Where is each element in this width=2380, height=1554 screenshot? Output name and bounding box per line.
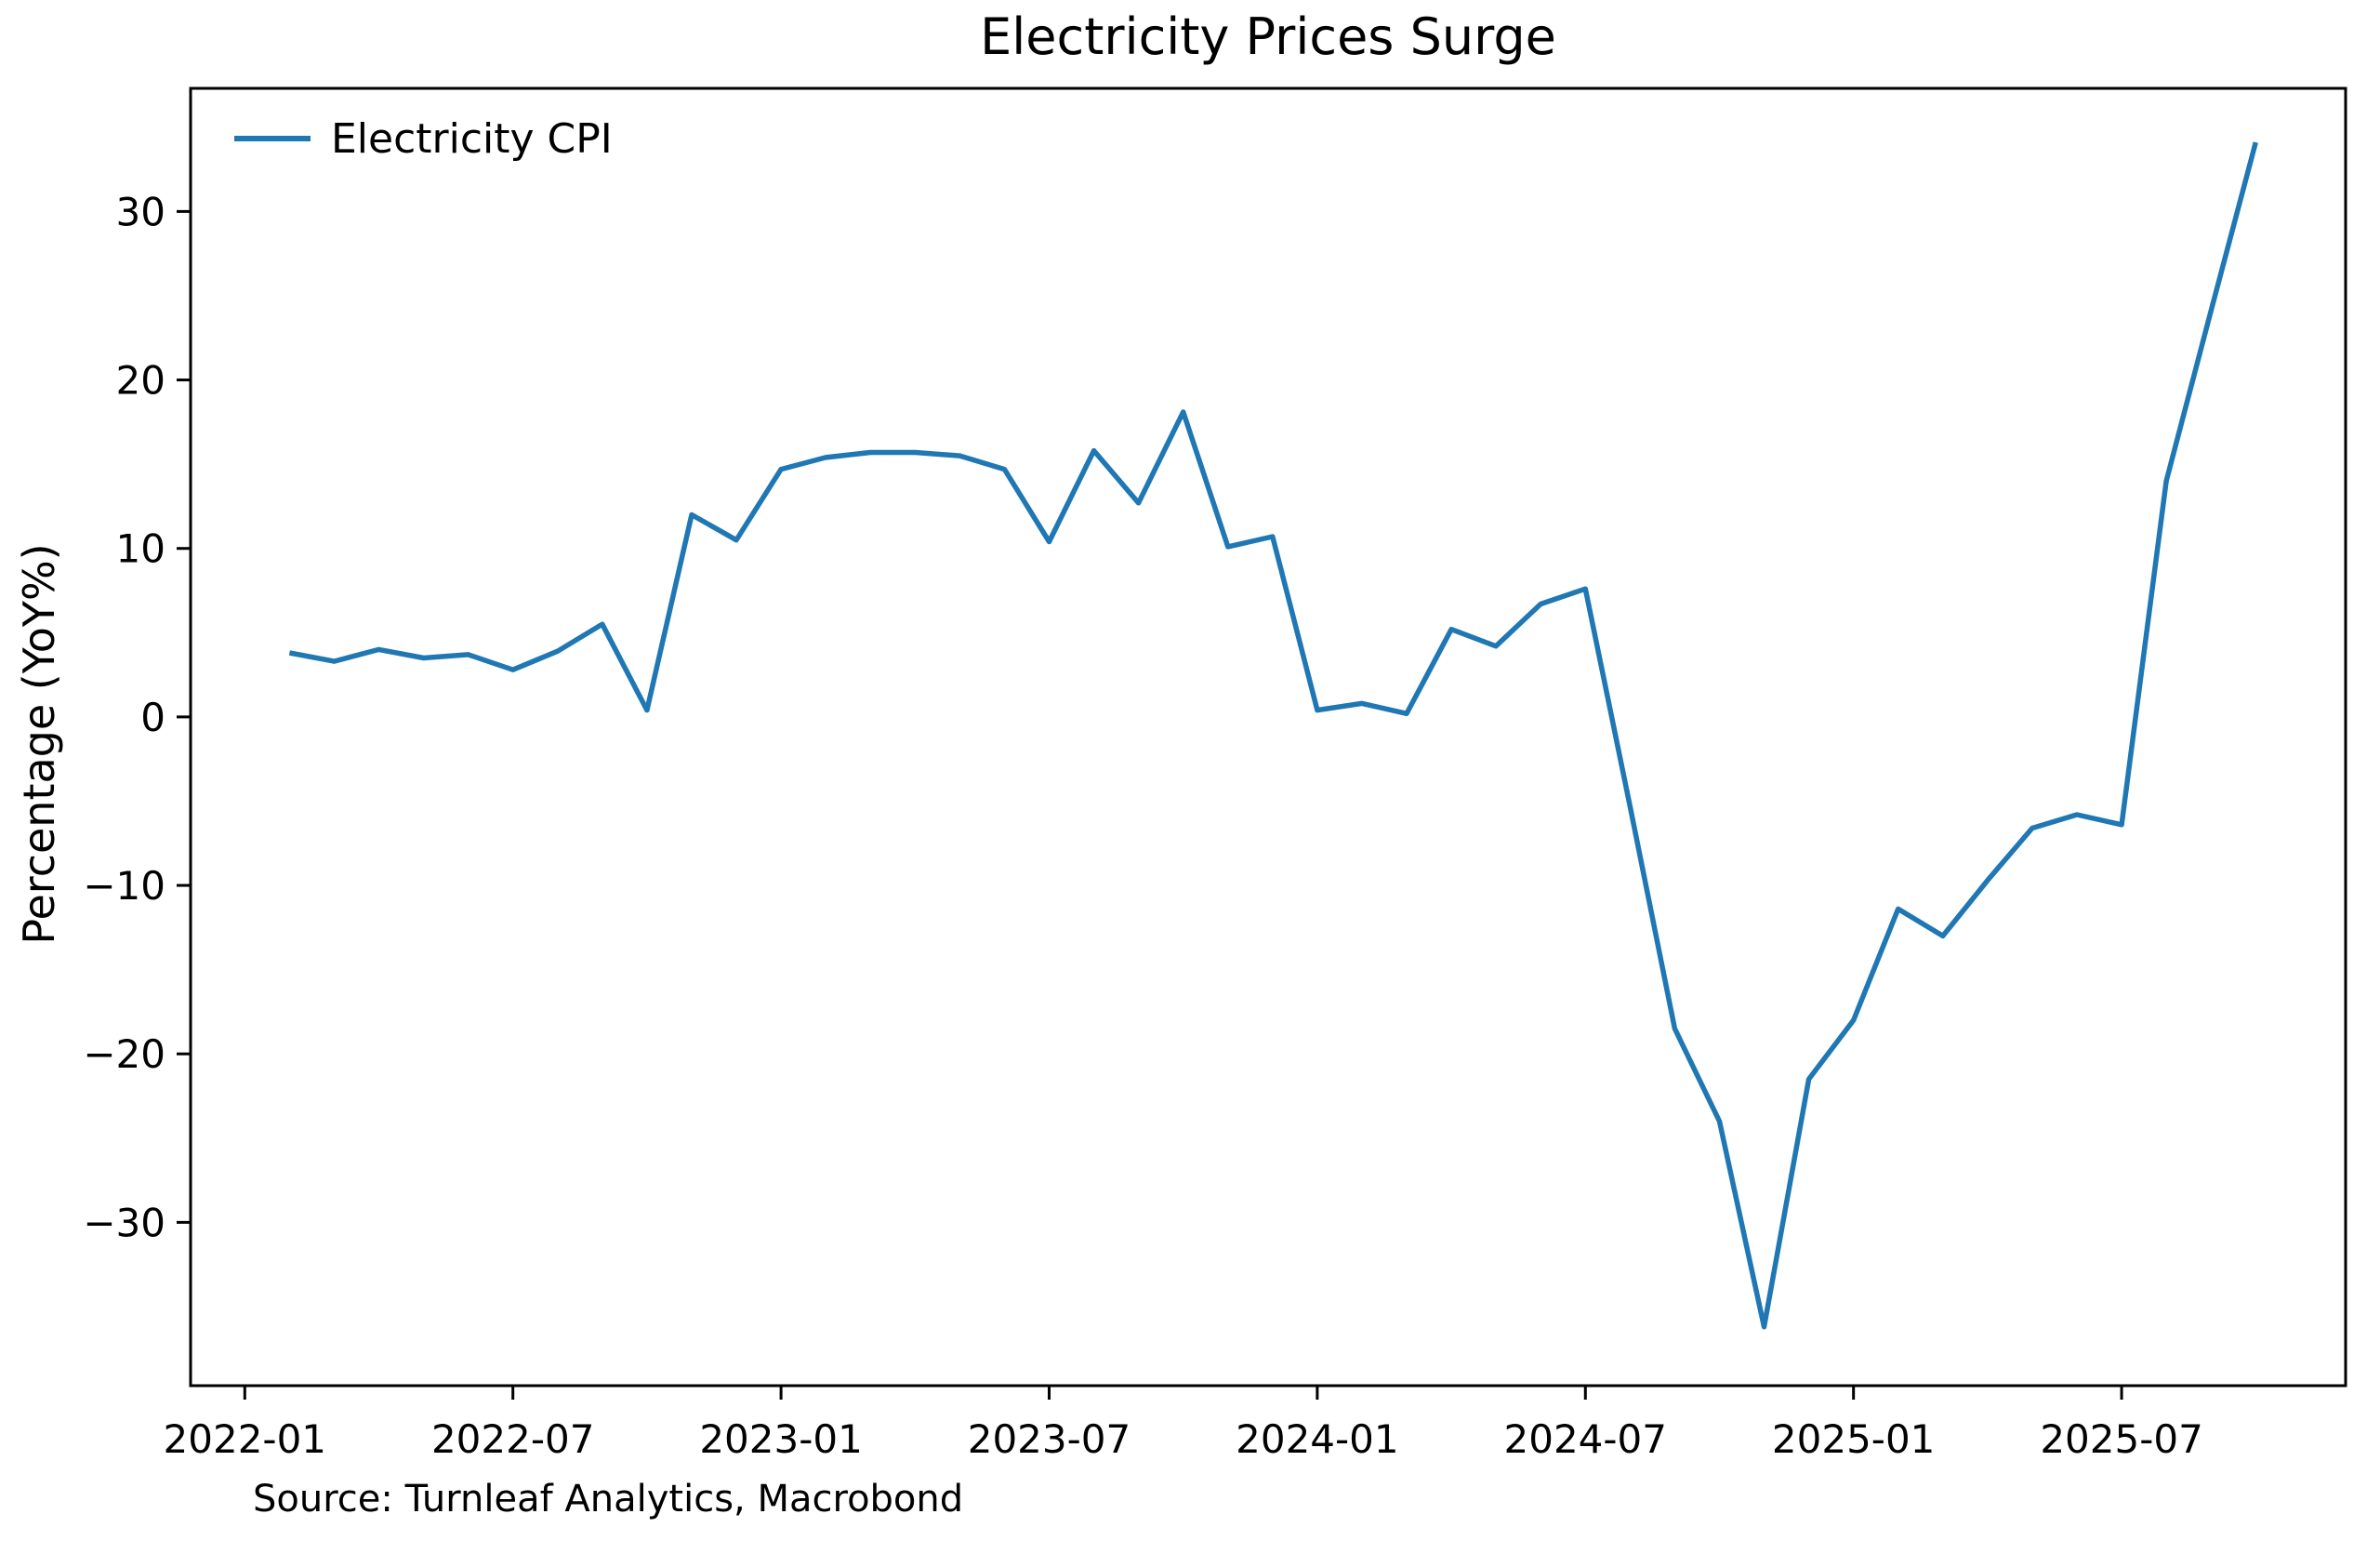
x-tick-label: 2023-01 [699,1416,863,1462]
y-tick-label: 30 [116,189,165,234]
x-tick-label: 2024-01 [1236,1416,1399,1462]
electricity-cpi-line [288,141,2258,1330]
y-tick-label: −10 [83,863,165,909]
y-tick-label: 0 [140,695,165,740]
legend: Electricity CPI [234,115,613,163]
x-tick-label: 2025-01 [1772,1416,1936,1462]
legend-label: Electricity CPI [331,115,613,163]
plot-border [189,86,2347,1388]
y-axis-ticks: 30 20 10 0 −10 −20 −30 [83,189,191,1245]
x-tick-label: 2023-07 [968,1416,1131,1462]
data-series [288,141,2258,1330]
chart-title: Electricity Prices Surge [980,7,1556,66]
y-tick-label: 10 [116,526,165,572]
source-note: Source: Turnleaf Analytics, Macrobond [253,1478,963,1521]
x-tick-label: 2022-07 [431,1416,595,1462]
x-tick-label: 2025-07 [2040,1416,2203,1462]
x-axis-ticks: 2022-01 2022-07 2023-01 2023-07 2024-01 2024-… [164,1386,2203,1462]
y-tick-label: −20 [83,1031,165,1077]
y-axis-label: Percentage (YoY%) [14,543,64,944]
x-tick-label: 2024-07 [1504,1416,1668,1462]
y-tick-label: 20 [116,358,165,404]
x-tick-label: 2022-01 [164,1416,327,1462]
y-tick-label: −30 [83,1200,165,1245]
